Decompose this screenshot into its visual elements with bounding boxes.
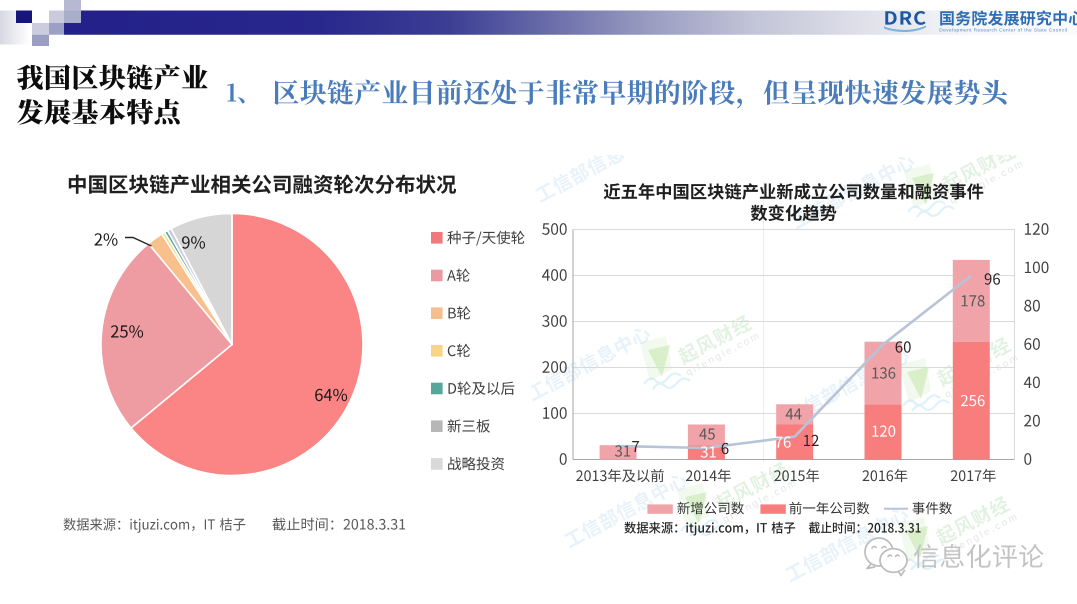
svg-text:Development Research Center of: Development Research Center of the State… [939, 28, 1067, 34]
